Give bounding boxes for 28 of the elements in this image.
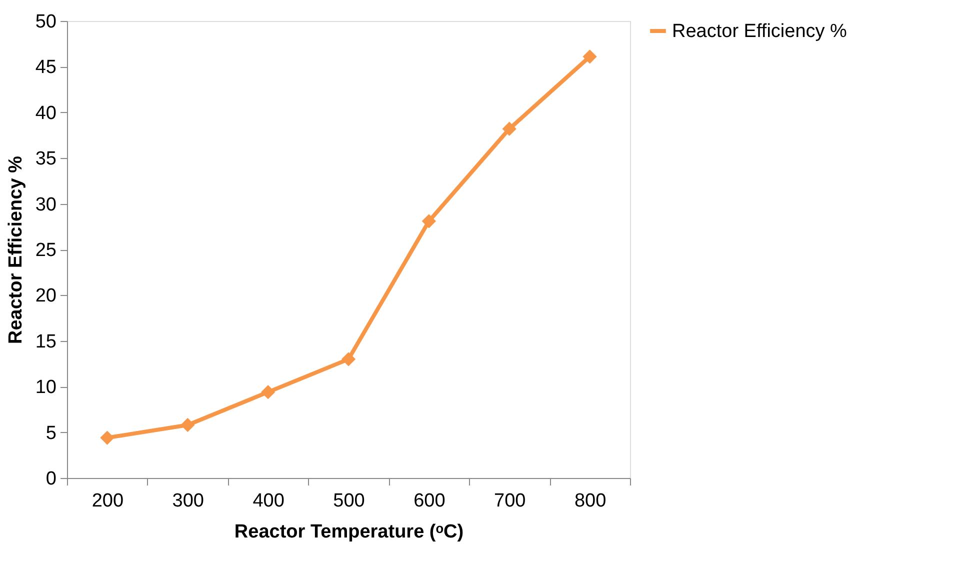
x-axis-title: Reactor Temperature (ᵒC) bbox=[234, 522, 464, 542]
point bbox=[261, 385, 276, 400]
y-tick-label: 30 bbox=[35, 194, 56, 216]
point bbox=[422, 214, 436, 228]
y-tick-label: 45 bbox=[35, 57, 56, 78]
point bbox=[582, 50, 597, 64]
y-tick-label: 20 bbox=[35, 286, 56, 307]
y-tick-label: 5 bbox=[46, 422, 56, 444]
point bbox=[100, 430, 114, 445]
x-tick-label: 600 bbox=[414, 490, 446, 512]
point bbox=[502, 122, 516, 136]
x-tick-label: 800 bbox=[574, 490, 606, 512]
y-tick-label: 40 bbox=[35, 102, 56, 124]
y-tick-label: 25 bbox=[35, 240, 56, 261]
point bbox=[180, 418, 195, 432]
y-tick-label: 15 bbox=[35, 331, 56, 352]
point bbox=[341, 352, 356, 366]
x-tick-label: 400 bbox=[252, 490, 284, 512]
y-tick-label: 0 bbox=[46, 468, 56, 490]
x-tick-label: 200 bbox=[92, 490, 124, 512]
x-tick-label: 500 bbox=[333, 490, 365, 512]
x-tick-label: 700 bbox=[494, 490, 526, 512]
y-tick-label: 35 bbox=[35, 148, 56, 170]
x-tick-label: 300 bbox=[172, 490, 204, 512]
y-tick-label: 50 bbox=[35, 12, 56, 32]
y-axis-title: Reactor Efficiency % bbox=[5, 156, 26, 344]
legend-label: Reactor Efficiency % bbox=[672, 21, 848, 42]
y-tick-label: 10 bbox=[35, 377, 56, 398]
